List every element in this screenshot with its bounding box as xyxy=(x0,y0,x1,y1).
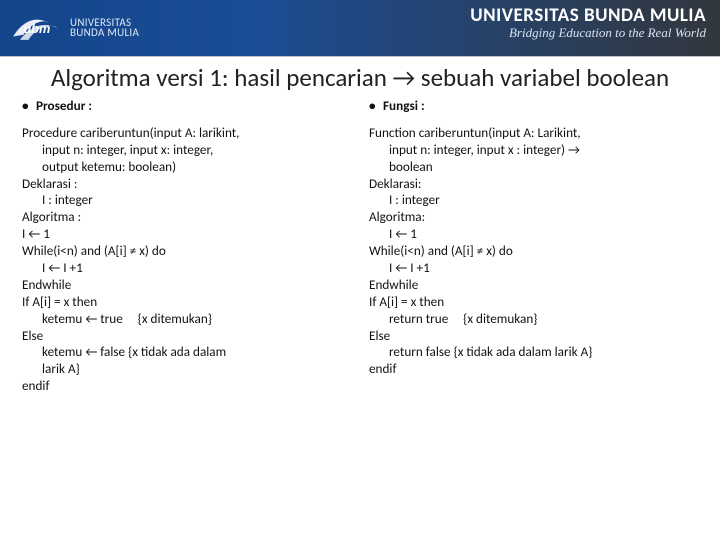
header-banner: ubm UNIVERSITAS BUNDA MULIA UNIVERSITAS … xyxy=(0,0,720,56)
right-heading-text: Fungsi : xyxy=(383,97,425,114)
header-divider xyxy=(0,56,720,57)
code-line: Procedure cariberuntun(input A: larikint… xyxy=(22,125,351,142)
right-code-block: Function cariberuntun(input A: Larikint,… xyxy=(369,125,698,378)
bullet-icon: • xyxy=(369,98,383,115)
logo: ubm UNIVERSITAS BUNDA MULIA xyxy=(0,11,139,45)
logo-icon: ubm xyxy=(10,11,64,45)
code-line: Endwhile xyxy=(369,277,698,294)
code-line: output ketemu: boolean) xyxy=(22,159,351,176)
code-line: Endwhile xyxy=(22,277,351,294)
code-line: endif xyxy=(369,361,698,378)
code-line: I ← I +1 xyxy=(22,260,351,277)
code-line: Else xyxy=(369,328,698,345)
left-heading-text: Prosedur : xyxy=(36,97,92,114)
column-right: •Fungsi : Function cariberuntun(input A:… xyxy=(369,98,698,395)
code-line: boolean xyxy=(369,159,698,176)
code-line: larik A} xyxy=(22,361,351,378)
right-heading: •Fungsi : xyxy=(369,98,698,115)
code-line: return false {x tidak ada dalam larik A} xyxy=(369,344,698,361)
code-line: ketemu ← true {x ditemukan} xyxy=(22,311,351,328)
code-line: endif xyxy=(22,378,351,395)
content-area: Algoritma versi 1: hasil pencarian → seb… xyxy=(0,62,720,540)
logo-subtext: UNIVERSITAS BUNDA MULIA xyxy=(70,18,139,38)
code-line: While(i<n) and (A[i] ≠ x) do xyxy=(22,243,351,260)
code-line: If A[i] = x then xyxy=(369,294,698,311)
logo-sub-line2: BUNDA MULIA xyxy=(70,28,139,38)
column-left: •Prosedur : Procedure cariberuntun(input… xyxy=(22,98,351,395)
code-line: I ← I +1 xyxy=(369,260,698,277)
code-line: Deklarasi: xyxy=(369,176,698,193)
left-code-block: Procedure cariberuntun(input A: larikint… xyxy=(22,125,351,395)
university-title: UNIVERSITAS BUNDA MULIA xyxy=(470,4,706,27)
code-line: Function cariberuntun(input A: Larikint, xyxy=(369,125,698,142)
code-line: Deklarasi : xyxy=(22,176,351,193)
logo-text-main: ubm xyxy=(23,21,50,36)
code-line: I ← 1 xyxy=(369,226,698,243)
code-line: If A[i] = x then xyxy=(22,294,351,311)
university-block: UNIVERSITAS BUNDA MULIA Bridging Educati… xyxy=(470,4,706,41)
code-line: return true {x ditemukan} xyxy=(369,311,698,328)
code-line: Else xyxy=(22,328,351,345)
code-line: Algoritma: xyxy=(369,209,698,226)
left-heading: •Prosedur : xyxy=(22,98,351,115)
slide-title: Algoritma versi 1: hasil pencarian → seb… xyxy=(22,64,698,92)
code-line: I : integer xyxy=(369,192,698,209)
code-line: input n: integer, input x: integer, xyxy=(22,142,351,159)
university-tagline: Bridging Education to the Real World xyxy=(470,25,706,41)
code-line: I ← 1 xyxy=(22,226,351,243)
slide-root: ubm UNIVERSITAS BUNDA MULIA UNIVERSITAS … xyxy=(0,0,720,540)
code-line: Algoritma : xyxy=(22,209,351,226)
bullet-icon: • xyxy=(22,98,36,115)
code-line: ketemu ← false {x tidak ada dalam xyxy=(22,344,351,361)
code-line: I : integer xyxy=(22,192,351,209)
code-line: While(i<n) and (A[i] ≠ x) do xyxy=(369,243,698,260)
code-line: input n: integer, input x : integer) → xyxy=(369,142,698,159)
columns: •Prosedur : Procedure cariberuntun(input… xyxy=(22,98,698,395)
